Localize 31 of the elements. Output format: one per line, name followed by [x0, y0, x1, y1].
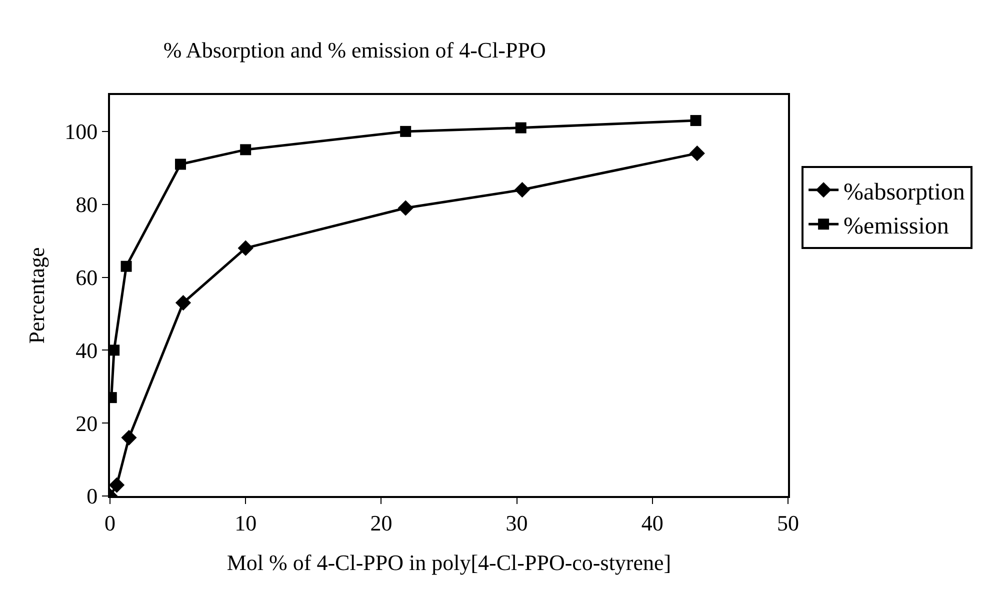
y-tick-label: 0: [86, 484, 98, 509]
point: [238, 240, 254, 256]
x-tick-label: 40: [641, 510, 664, 536]
chart-title: % Absorption and % emission of 4-Cl-PPO: [163, 37, 546, 62]
point: [514, 182, 530, 198]
point: [398, 200, 414, 216]
legend-label: %absorption: [844, 179, 965, 206]
point: [689, 146, 705, 162]
x-tick-label: 30: [506, 510, 528, 536]
point: [175, 158, 186, 170]
x-tick-label: 20: [370, 510, 392, 536]
x-axis-title: Mol % of 4-Cl-PPO in poly[4-Cl-PPO-co-styrene]: [226, 550, 672, 575]
point: [121, 430, 137, 446]
point: [110, 344, 120, 356]
x-tick-label: 0: [104, 510, 116, 536]
point: [120, 260, 132, 272]
point: [400, 126, 412, 137]
legend-label: %emission: [844, 213, 949, 240]
point: [690, 115, 702, 126]
y-tick-label: 20: [76, 410, 98, 436]
point: [515, 122, 526, 134]
x-tick-label: 10: [234, 510, 257, 536]
y-tick-label: 80: [76, 192, 98, 218]
y-tick-label: 40: [76, 338, 98, 363]
y-tick-label: 100: [64, 119, 98, 144]
point: [175, 294, 192, 311]
point: [110, 477, 125, 493]
y-tick-label: 60: [76, 264, 98, 290]
x-tick-label: 50: [777, 510, 799, 536]
y-axis-title: Percentage: [24, 247, 49, 344]
point: [240, 144, 252, 156]
